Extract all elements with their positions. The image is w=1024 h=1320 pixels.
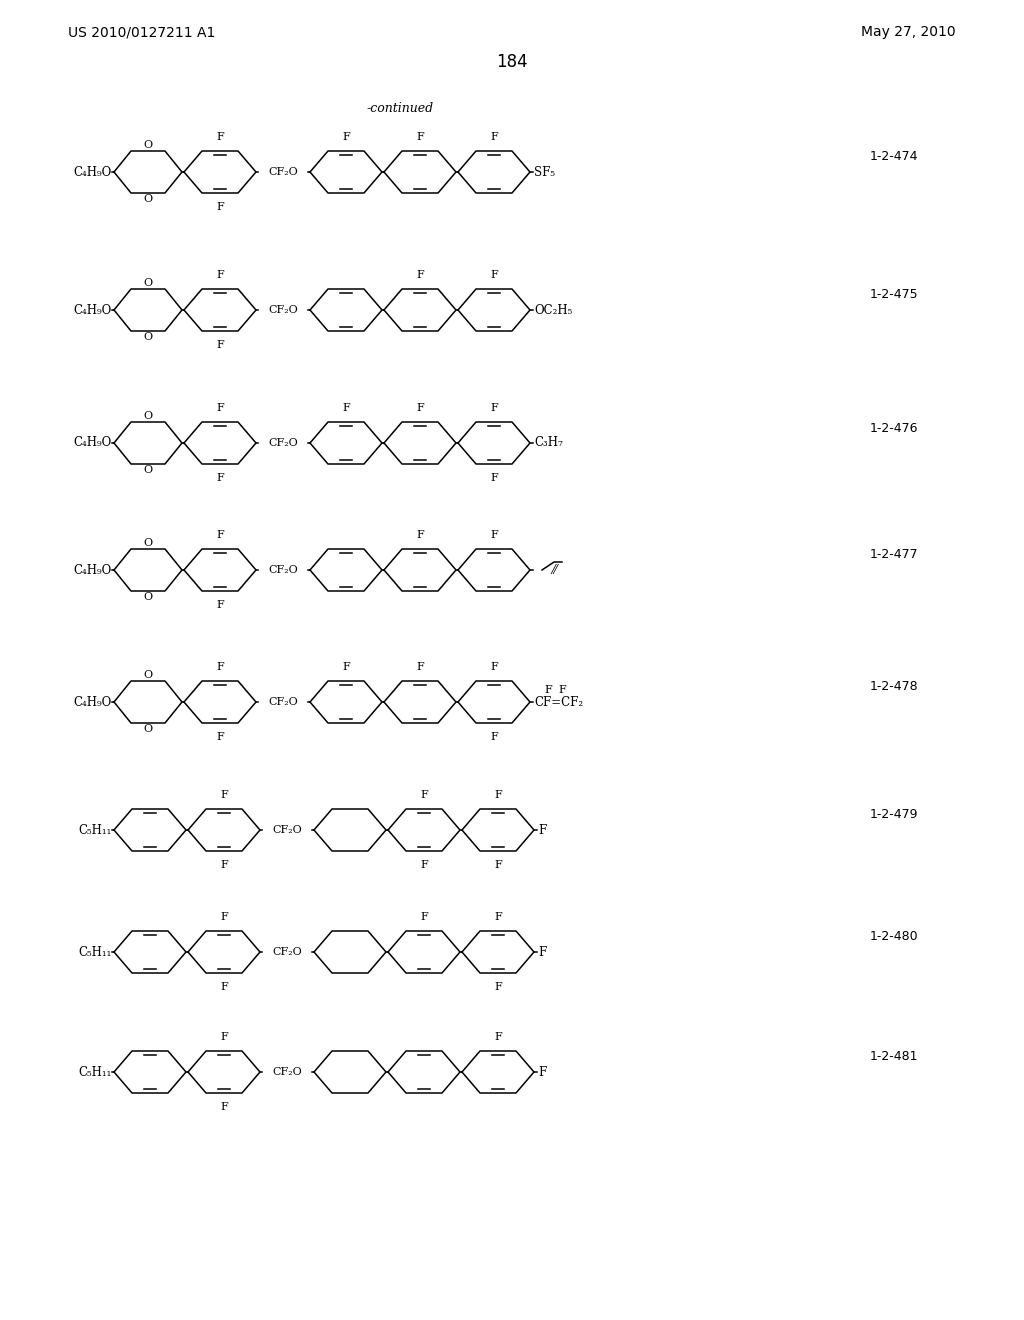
- Text: F: F: [495, 861, 502, 870]
- Text: F: F: [220, 861, 228, 870]
- Text: F: F: [495, 1032, 502, 1041]
- Text: O: O: [143, 279, 153, 288]
- Text: F: F: [220, 1102, 228, 1111]
- Text: F: F: [342, 132, 350, 143]
- Text: F: F: [490, 663, 498, 672]
- Text: F: F: [495, 912, 502, 921]
- Text: CF₂O: CF₂O: [272, 1067, 302, 1077]
- Text: F: F: [216, 663, 224, 672]
- Text: 1-2-477: 1-2-477: [870, 549, 919, 561]
- Text: F: F: [420, 912, 428, 921]
- Text: F: F: [342, 663, 350, 672]
- Text: May 27, 2010: May 27, 2010: [861, 25, 956, 40]
- Text: 1-2-475: 1-2-475: [870, 289, 919, 301]
- Text: O: O: [143, 411, 153, 421]
- Text: C₄H₉O: C₄H₉O: [74, 437, 112, 450]
- Text: 184: 184: [497, 53, 527, 71]
- Text: 1-2-476: 1-2-476: [870, 421, 919, 434]
- Text: ⁄⁄: ⁄⁄: [534, 564, 557, 577]
- Text: C₄H₉O: C₄H₉O: [74, 304, 112, 317]
- Text: F: F: [490, 271, 498, 280]
- Text: F: F: [216, 202, 224, 213]
- Text: F: F: [490, 473, 498, 483]
- Text: F: F: [216, 733, 224, 742]
- Text: C₄H₉O: C₄H₉O: [74, 165, 112, 178]
- Text: C₅H₁₁: C₅H₁₁: [79, 945, 112, 958]
- Text: F: F: [220, 1032, 228, 1041]
- Text: F: F: [420, 861, 428, 870]
- Text: SF₅: SF₅: [534, 165, 555, 178]
- Text: CF₂O: CF₂O: [268, 697, 298, 708]
- Text: F: F: [538, 945, 546, 958]
- Text: O: O: [143, 671, 153, 680]
- Text: F: F: [416, 271, 424, 280]
- Text: F: F: [220, 912, 228, 921]
- Text: C₄H₉O: C₄H₉O: [74, 696, 112, 709]
- Text: F: F: [420, 789, 428, 800]
- Text: F: F: [490, 531, 498, 540]
- Text: 1-2-481: 1-2-481: [870, 1051, 919, 1064]
- Text: F: F: [490, 132, 498, 143]
- Text: 1-2-480: 1-2-480: [870, 931, 919, 944]
- Text: F: F: [490, 733, 498, 742]
- Text: 1-2-478: 1-2-478: [870, 681, 919, 693]
- Text: F: F: [416, 663, 424, 672]
- Text: 1-2-474: 1-2-474: [870, 150, 919, 164]
- Text: F: F: [416, 403, 424, 413]
- Text: F: F: [216, 132, 224, 143]
- Text: CF₂O: CF₂O: [268, 438, 298, 447]
- Text: F: F: [220, 789, 228, 800]
- Text: O: O: [143, 465, 153, 475]
- Text: F: F: [538, 1065, 546, 1078]
- Text: F: F: [216, 403, 224, 413]
- Text: C₄H₉O: C₄H₉O: [74, 564, 112, 577]
- Text: US 2010/0127211 A1: US 2010/0127211 A1: [68, 25, 215, 40]
- Text: CF₂O: CF₂O: [272, 946, 302, 957]
- Text: OC₂H₅: OC₂H₅: [534, 304, 572, 317]
- Text: F: F: [544, 685, 552, 696]
- Text: F: F: [216, 531, 224, 540]
- Text: F: F: [495, 982, 502, 993]
- Text: F: F: [416, 531, 424, 540]
- Text: -continued: -continued: [367, 102, 433, 115]
- Text: F: F: [538, 824, 546, 837]
- Text: O: O: [143, 140, 153, 150]
- Text: F: F: [416, 132, 424, 143]
- Text: 1-2-479: 1-2-479: [870, 808, 919, 821]
- Text: CF₂O: CF₂O: [268, 305, 298, 315]
- Text: C₅H₁₁: C₅H₁₁: [79, 824, 112, 837]
- Text: F: F: [490, 403, 498, 413]
- Text: O: O: [143, 723, 153, 734]
- Text: F: F: [495, 789, 502, 800]
- Text: F: F: [342, 403, 350, 413]
- Text: O: O: [143, 194, 153, 205]
- Text: C₃H₇: C₃H₇: [534, 437, 563, 450]
- Text: CF₂O: CF₂O: [268, 168, 298, 177]
- Text: F: F: [220, 982, 228, 993]
- Text: O: O: [143, 333, 153, 342]
- Text: CF=CF₂: CF=CF₂: [534, 696, 583, 709]
- Text: F: F: [216, 271, 224, 280]
- Text: C₅H₁₁: C₅H₁₁: [79, 1065, 112, 1078]
- Text: O: O: [143, 591, 153, 602]
- Text: F: F: [216, 473, 224, 483]
- Text: CF₂O: CF₂O: [272, 825, 302, 836]
- Text: F: F: [216, 341, 224, 350]
- Text: CF₂O: CF₂O: [268, 565, 298, 576]
- Text: O: O: [143, 539, 153, 548]
- Text: F: F: [558, 685, 566, 696]
- Text: F: F: [216, 601, 224, 610]
